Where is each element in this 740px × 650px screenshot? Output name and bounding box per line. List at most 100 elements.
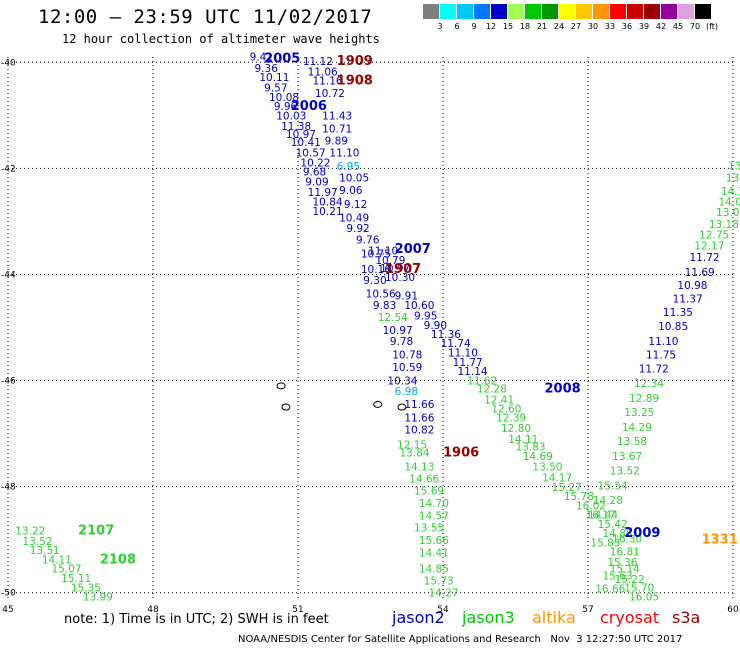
lon-tick-label: 51 [292, 605, 303, 615]
swh-value: 14.0 [719, 197, 740, 209]
swh-value: 11.62 [467, 375, 497, 387]
swh-value: 11.77 [453, 357, 483, 369]
swh-value: 15.35 [71, 583, 101, 595]
swh-value: 10.97 [380, 263, 410, 275]
footer-note: note: 1) Time is in UTC; 2) SWH is in fe… [64, 612, 329, 627]
swh-value: 13.55 [414, 523, 444, 535]
lon-tick-label: 48 [147, 605, 159, 615]
lat-tick-label: -44 [1, 270, 16, 280]
legend-swatch [593, 4, 610, 19]
swh-value: 14.11 [508, 434, 538, 446]
swh-value: 14.17 [542, 472, 572, 484]
lat-tick-label: -50 [1, 589, 16, 599]
swh-value: 10.34 [387, 375, 417, 387]
swh-value: 11.10 [368, 245, 398, 257]
legend-label: 9 [471, 22, 477, 31]
satellite-label-altika: altika [532, 608, 576, 627]
swh-value: 13.58 [617, 436, 647, 448]
swh-value: 9.96 [274, 101, 298, 113]
swh-value: 15.70 [624, 583, 654, 595]
track-label: 2006 [291, 99, 327, 114]
swh-value: 9.30 [363, 275, 386, 287]
swh-value: 10.59 [392, 362, 422, 374]
swh-value: 10.57 [296, 148, 326, 160]
lat-tick-label: -46 [1, 377, 16, 387]
track-label: 2009 [624, 526, 660, 541]
track-label: 1331 [702, 532, 738, 547]
swh-value: 11.43 [322, 111, 352, 123]
swh-value: 13.52 [610, 465, 640, 477]
legend-swatch [576, 4, 593, 19]
swh-value: 9.95 [414, 311, 437, 323]
legend-label: 39 [638, 22, 650, 31]
swh-value: 10.60 [404, 300, 434, 312]
lon-tick-label: 57 [582, 605, 593, 615]
swh-value: 9.36 [255, 63, 279, 75]
swh-value: 11.72 [639, 364, 669, 376]
swh-value: 13.67 [612, 451, 642, 463]
legend-swatches [423, 4, 712, 19]
swh-value: 10.79 [375, 255, 405, 267]
swh-value: 13.25 [624, 407, 654, 419]
swh-value: 13.83 [516, 442, 546, 454]
track-label: 1906 [443, 445, 479, 460]
swh-value: 9.89 [325, 136, 348, 148]
swh-value: 9.68 [303, 166, 326, 178]
legend-swatch [627, 4, 644, 19]
swh-value: 11.10 [448, 348, 478, 360]
legend-swatch [423, 4, 440, 19]
swh-value: 15.73 [424, 576, 454, 588]
swh-value: 14.3 [721, 186, 740, 198]
track-label: 1908 [337, 74, 373, 89]
satellite-label-jason3: jason3 [462, 608, 515, 627]
swh-value: 9.92 [346, 223, 369, 235]
swh-value: 15.11 [61, 573, 91, 585]
swh-value: 16.17 [586, 509, 616, 521]
swh-value: 12.28 [477, 384, 507, 396]
swh-value: 13.84 [400, 447, 430, 459]
swh-value: 16.02 [576, 500, 606, 512]
swh-value: 15.07 [52, 564, 82, 576]
legend-swatch [610, 4, 627, 19]
swh-value: 15.42 [598, 519, 628, 531]
swh-value: 11.74 [441, 338, 471, 350]
swh-value: 10.30 [385, 272, 415, 284]
swh-value: 15.14 [610, 564, 640, 576]
swh-value: 10.22 [300, 157, 330, 169]
swh-value: 15.36 [607, 557, 637, 569]
legend-swatch [508, 4, 525, 19]
swh-value: 16.30 [612, 533, 642, 545]
swh-value: 6.98 [395, 386, 418, 398]
swh-value: 16.66 [595, 584, 625, 596]
legend-swatch [678, 4, 695, 19]
swh-value: 14.27 [429, 587, 459, 599]
legend-swatch [457, 4, 474, 19]
swh-value: 13.22 [15, 525, 45, 537]
legend-label: 18 [519, 22, 531, 31]
legend-label: 21 [536, 22, 548, 31]
legend-swatch [474, 4, 491, 19]
swh-value: 12.34 [634, 378, 664, 390]
swh-value: 9.83 [373, 300, 396, 312]
swh-value: 9.57 [264, 82, 287, 94]
swh-value: 10.71 [322, 123, 352, 135]
lon-tick-label: 45 [2, 605, 13, 615]
legend-label: 12 [485, 22, 497, 31]
legend-label: 6 [454, 22, 460, 31]
swh-value: 14.88 [603, 528, 633, 540]
satellite-label-cryosat: cryosat [600, 608, 660, 627]
legend-swatch [644, 4, 661, 19]
swh-value: 10.85 [658, 321, 688, 333]
swh-value: 14.69 [523, 451, 553, 463]
swh-value: 14.57 [419, 511, 449, 523]
legend-swatch [542, 4, 559, 19]
swh-value: 13.51 [30, 545, 60, 557]
track-label: 2007 [395, 242, 431, 257]
swh-value: 15.69 [414, 486, 444, 498]
swh-value: 10.49 [339, 212, 369, 224]
swh-value: 14.13 [404, 462, 434, 474]
swh-value: 9.12 [344, 199, 367, 211]
swh-value: 13.52 [23, 536, 53, 548]
swh-value: 11.35 [663, 307, 693, 319]
